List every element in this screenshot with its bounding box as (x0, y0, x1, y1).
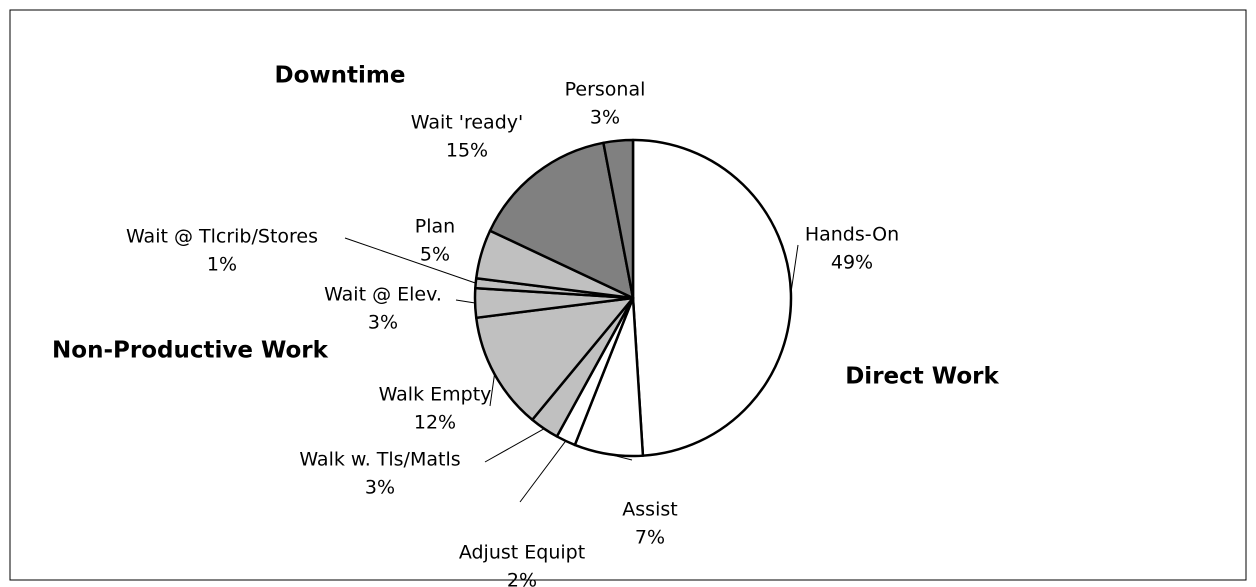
leader-line (790, 244, 799, 294)
group-label: Downtime (275, 63, 406, 89)
slice-label: Wait @ Tlcrib/Stores (126, 226, 318, 248)
leader-line (608, 453, 633, 461)
slice-label: Assist (622, 499, 677, 521)
slice-label: Plan (415, 216, 455, 238)
slice-value-label: 5% (420, 244, 450, 266)
slice-value-label: 15% (446, 140, 488, 162)
slice-label: Wait @ Elev. (324, 284, 442, 306)
slice-label: Wait 'ready' (411, 112, 523, 134)
group-label: Non-Productive Work (52, 338, 329, 364)
slice-value-label: 3% (368, 312, 398, 334)
leader-line (489, 374, 496, 407)
slice-label: Adjust Equipt (459, 542, 585, 564)
leader-line (455, 299, 476, 304)
pie-slice (631, 138, 793, 457)
slice-value-label: 1% (207, 254, 237, 276)
leader-line (344, 237, 476, 284)
slice-label: Walk w. Tls/Matls (299, 449, 460, 471)
slice-label: Personal (565, 79, 646, 101)
pie-slice (602, 138, 635, 300)
slice-value-label: 12% (414, 412, 456, 434)
slice-value-label: 2% (507, 570, 537, 587)
slice-value-label: 49% (831, 252, 873, 274)
leader-line (519, 440, 567, 503)
slice-value-label: 7% (635, 527, 665, 549)
leader-line (480, 237, 487, 255)
slice-label: Walk Empty (379, 384, 492, 406)
slice-value-label: 3% (365, 477, 395, 499)
leader-line (484, 428, 545, 463)
slice-label: Hands-On (805, 224, 899, 246)
group-label: Direct Work (845, 364, 999, 390)
slice-value-label: 3% (590, 107, 620, 129)
pie-slice (488, 141, 635, 300)
